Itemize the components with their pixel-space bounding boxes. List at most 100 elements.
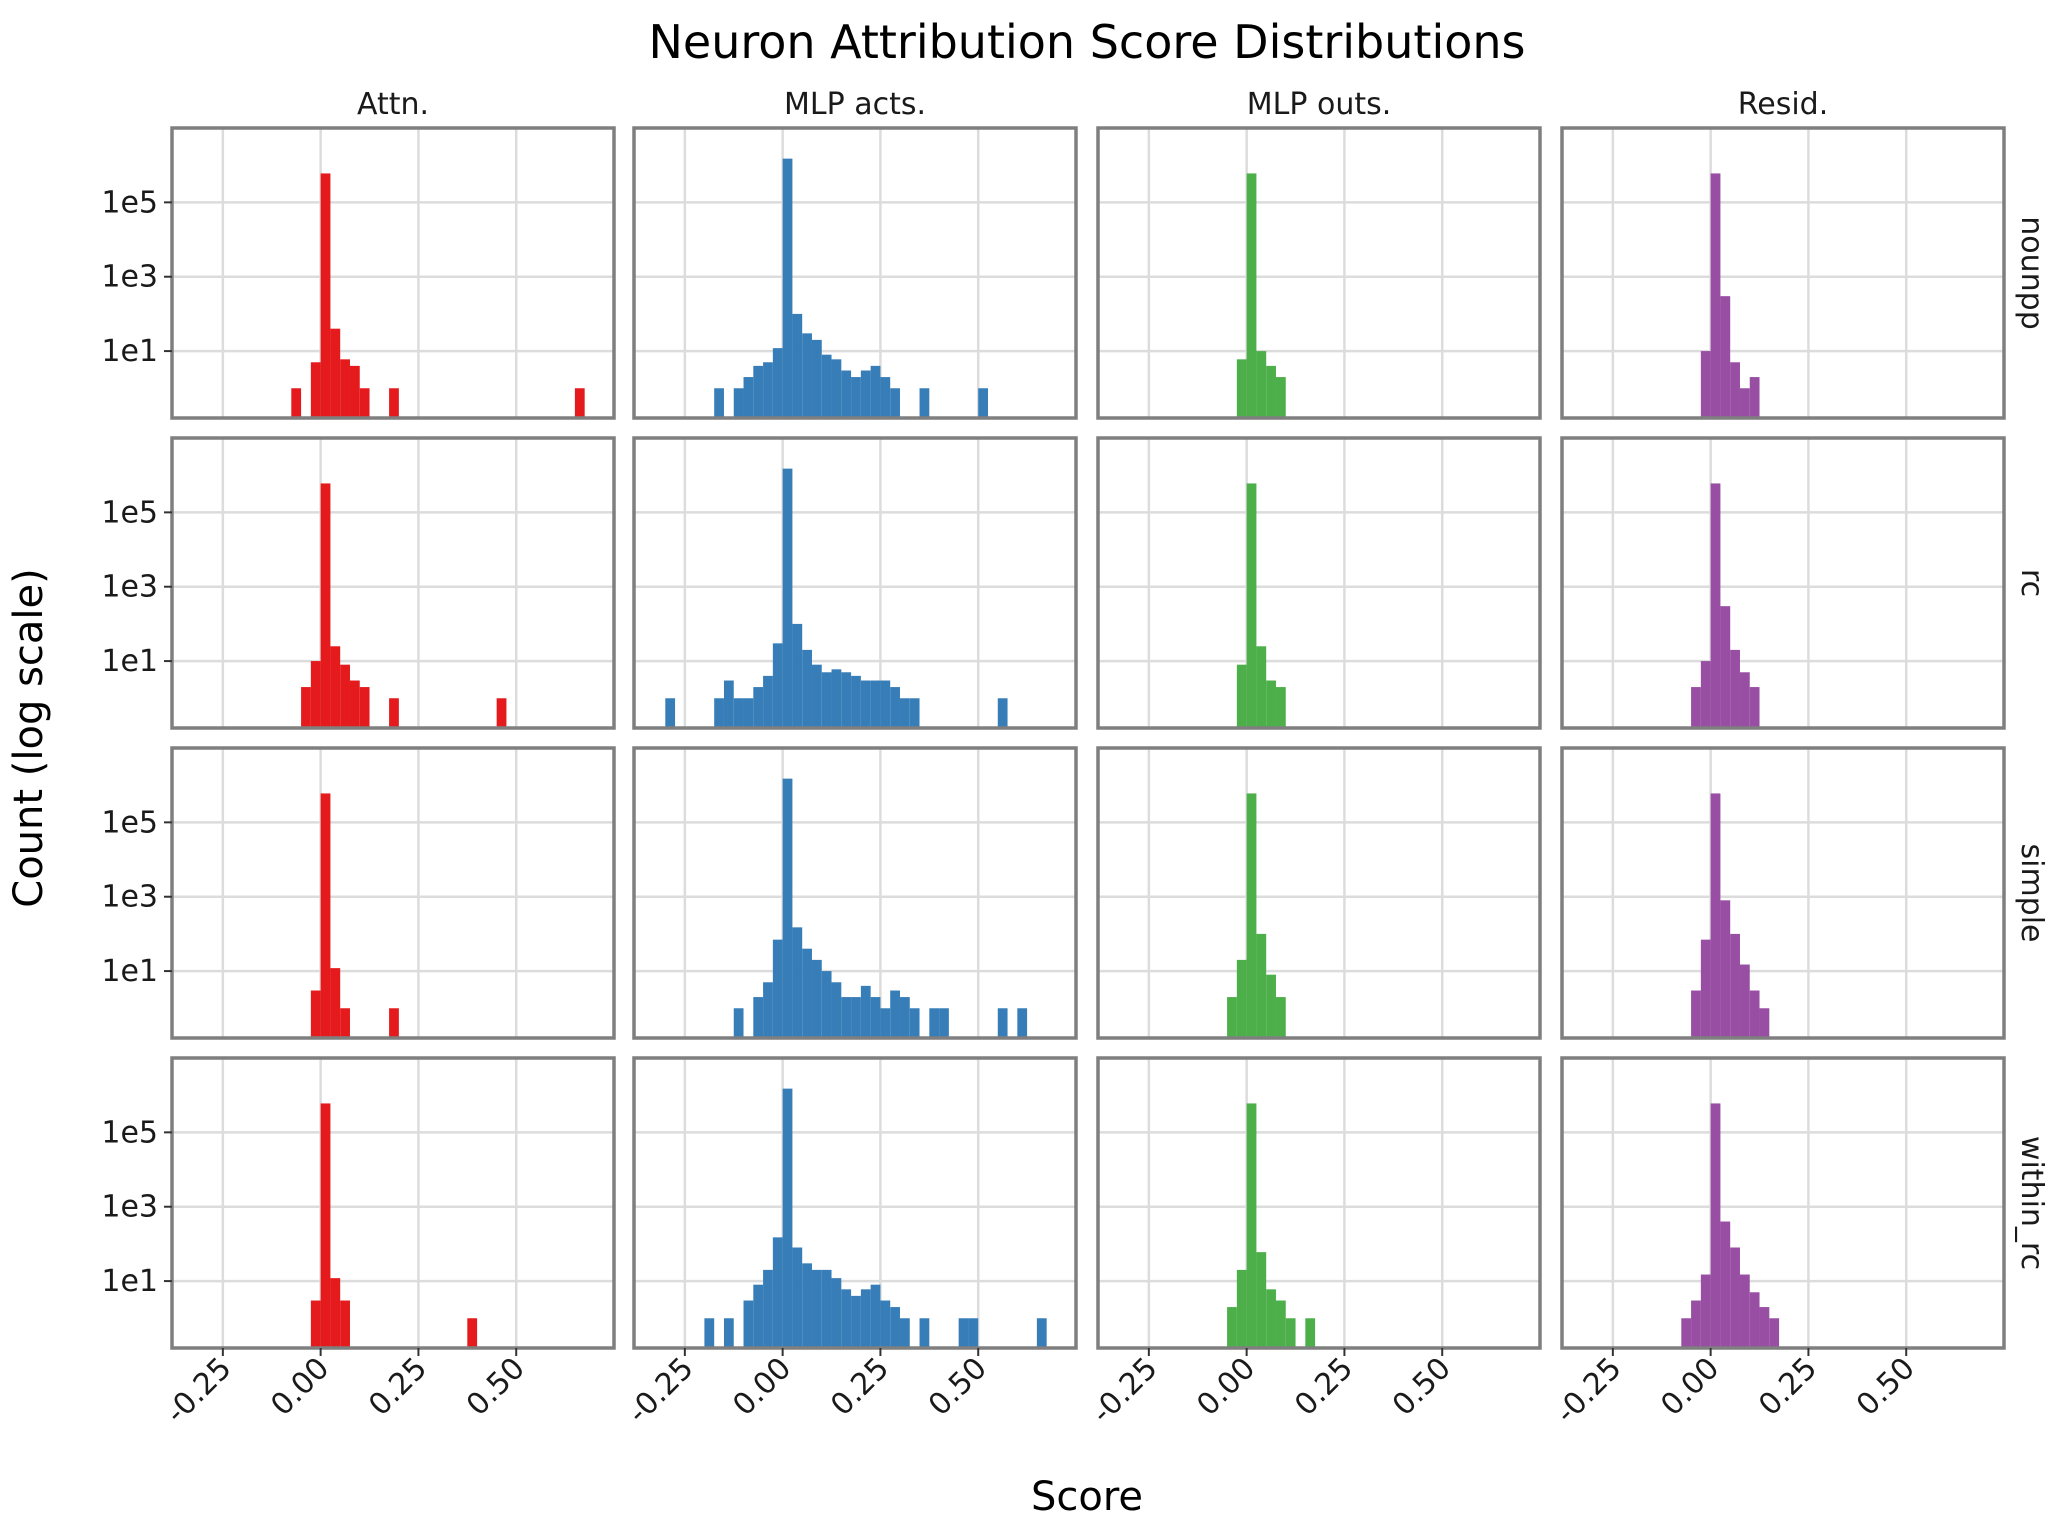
histogram-bar <box>1256 351 1267 418</box>
histogram-bar <box>330 328 341 418</box>
histogram-bar <box>753 687 764 728</box>
histogram-bar <box>1700 351 1711 418</box>
histogram-bar <box>1266 974 1276 1038</box>
histogram-bar <box>782 468 793 728</box>
histogram-bar <box>320 1103 331 1348</box>
x-tick-label: 0.50 <box>1850 1351 1922 1423</box>
x-tick-label: 0.50 <box>922 1351 994 1423</box>
histogram-bar <box>1246 173 1257 418</box>
histogram-bar <box>763 675 773 728</box>
histogram-bar <box>763 1269 773 1348</box>
histogram-bar <box>841 672 852 728</box>
histogram-bar <box>1710 1103 1721 1348</box>
histogram-bar <box>821 1269 832 1348</box>
histogram-bar <box>359 388 370 418</box>
histogram-bar <box>890 990 900 1038</box>
histogram-bar <box>1759 1008 1770 1038</box>
histogram-bar <box>340 359 350 418</box>
histogram-bar <box>1275 687 1286 728</box>
x-tick-label: -0.25 <box>1549 1351 1629 1431</box>
histogram-bar <box>1739 388 1750 418</box>
panel <box>632 126 1078 420</box>
histogram-bar <box>291 388 302 418</box>
histogram-bar <box>1266 680 1276 728</box>
histogram-bar <box>743 1300 754 1348</box>
histogram-bar <box>1730 1247 1740 1348</box>
histogram-bar <box>349 680 360 728</box>
panel-background <box>634 748 1076 1038</box>
panel-background <box>1098 438 1540 728</box>
panel <box>1096 126 1542 420</box>
histogram-bar <box>841 1289 852 1348</box>
histogram-bar <box>763 982 773 1038</box>
panel-grid: Attn. MLP acts. MLP outs. Resid. nounpp rc sim… <box>101 87 2048 1431</box>
histogram-bar <box>1749 990 1760 1038</box>
histogram-bar <box>821 971 832 1038</box>
histogram-bar <box>1275 997 1286 1038</box>
histogram-bar <box>841 370 852 418</box>
x-tick-label: 0.50 <box>460 1351 532 1423</box>
histogram-bar <box>811 339 822 418</box>
histogram-bar <box>831 1278 842 1348</box>
histogram-bar <box>880 1008 891 1038</box>
panel-background <box>1562 128 2004 418</box>
panel-border <box>170 126 616 420</box>
histogram-bar <box>929 1008 940 1038</box>
x-tick-label: -0.25 <box>621 1351 701 1431</box>
histogram-bar <box>860 985 871 1038</box>
histogram-bar <box>1036 1318 1047 1348</box>
histogram-bar <box>330 968 341 1038</box>
y-tick-label: 1e5 <box>101 1115 158 1150</box>
panel <box>1560 126 2006 420</box>
panel: 1e1 1e3 1e5 <box>101 436 616 730</box>
histogram-bar <box>890 388 900 418</box>
panel-background <box>1098 1058 1540 1348</box>
panel-border <box>632 126 1078 420</box>
histogram-bar <box>860 680 871 728</box>
histogram-bar <box>320 793 331 1038</box>
histogram-bar <box>1256 1252 1267 1348</box>
histogram-bar <box>919 388 930 418</box>
y-tick-label: 1e5 <box>101 805 158 840</box>
histogram-bar <box>723 1318 734 1348</box>
histogram-bar <box>1227 1307 1237 1348</box>
row-strip-label: nounpp <box>2014 216 2048 329</box>
panel-border <box>632 746 1078 1040</box>
y-tick-label: 1e3 <box>101 1190 158 1225</box>
histogram-bar <box>890 687 900 728</box>
histogram-bar <box>1759 1307 1770 1348</box>
histogram-bar <box>723 680 734 728</box>
histogram-bar <box>772 643 783 728</box>
panel: 1e1 1e3 1e5 -0.25 0.00 0.25 0.50 <box>101 1056 616 1431</box>
histogram-bar <box>1246 1103 1257 1348</box>
panel-border <box>632 436 1078 730</box>
histogram-bar <box>1236 1269 1247 1348</box>
histogram-bar <box>772 348 783 418</box>
histogram-bar <box>496 698 507 728</box>
histogram-bar <box>1227 997 1237 1038</box>
column-strip-label: Resid. <box>1738 87 1829 122</box>
histogram-bar <box>310 661 321 728</box>
histogram-bar <box>1285 1318 1296 1348</box>
histogram-bar <box>831 359 842 418</box>
histogram-bar <box>1246 483 1257 728</box>
histogram-bar <box>1700 939 1711 1038</box>
histogram-bar <box>1691 1300 1701 1348</box>
histogram-bar <box>1749 687 1760 728</box>
histogram-bar <box>310 1300 321 1348</box>
histogram-bar <box>753 1284 764 1348</box>
histogram-bar <box>958 1318 969 1348</box>
histogram-bar <box>792 1247 803 1348</box>
histogram-bar <box>1246 793 1257 1038</box>
histogram-bar <box>939 1008 949 1038</box>
histogram-bar <box>831 669 842 728</box>
panel-border <box>1560 126 2006 420</box>
histogram-bar <box>802 333 812 418</box>
histogram-bar <box>1236 359 1247 418</box>
column-strip-label: Attn. <box>357 87 429 122</box>
panel-background <box>1562 748 2004 1038</box>
histogram-bar <box>1739 964 1750 1038</box>
histogram-bar <box>792 623 803 728</box>
histogram-bar <box>320 483 331 728</box>
panel-border <box>1560 436 2006 730</box>
